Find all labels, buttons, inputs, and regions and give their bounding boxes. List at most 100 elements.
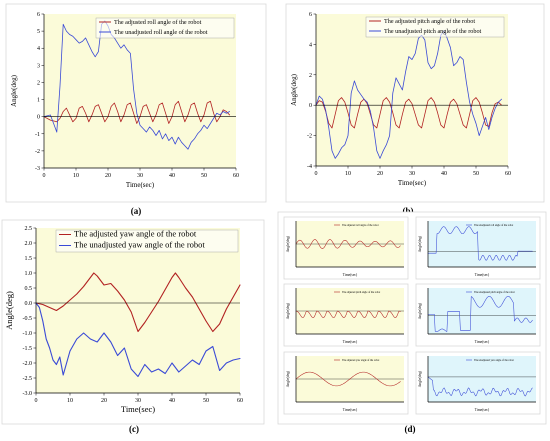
x-tick-label: 20 [105, 173, 111, 179]
y-tick-label: 1.0 [25, 271, 33, 277]
x-tick-label: 60 [233, 173, 239, 179]
y-tick-label: -2.0 [23, 361, 33, 367]
legend-box [55, 229, 239, 253]
x-axis-label: Time(sec) [121, 404, 155, 414]
legend-entry: The unadjusted yaw angle of the robot [74, 240, 205, 250]
y-tick-label: 1 [37, 98, 40, 104]
x-tick-label: 30 [137, 173, 143, 179]
chart-roll-angle: (a) 0 10 20 30 40 50 60 -3 -2 -1 0 1 2 3 4 5 6 Time(sec) A… [5, 3, 267, 216]
thumbnail-legend-entry: The adjusted pitch angle of the robot [342, 291, 380, 294]
legend-box [365, 16, 505, 38]
panel-label-b: (b) [403, 206, 414, 216]
y-axis-label: Angle(deg) [4, 291, 14, 330]
thumbnail-chart-d2: The unadjusted roll angle of the robot Ti… [415, 216, 541, 280]
thumbnail-y-axis-label: Angle(deg) [286, 370, 290, 387]
thumbnail-legend-entry: The adjusted roll angle of the robot [342, 224, 379, 227]
thumbnail-chart-d4: The unadjusted pitch angle of the robot T… [415, 283, 541, 347]
thumbnail-plot-area [428, 356, 536, 402]
thumbnail-series-line [295, 310, 401, 318]
thumbnail-legend-entry: The adjusted yaw angle of the robot [342, 359, 380, 362]
x-tick-label: 0 [43, 173, 46, 179]
x-tick-label: 60 [237, 398, 243, 404]
y-tick-label: 3 [37, 63, 40, 69]
legend-entry: The unadjusted roll angle of the robot [114, 29, 208, 36]
y-tick-label: 5 [37, 29, 40, 35]
thumbnail-x-axis-label: Time(sec) [475, 408, 490, 412]
thumbnail-plot-area [428, 221, 536, 267]
y-tick-label: 2 [309, 73, 312, 79]
thumbnail-series-line [427, 296, 533, 332]
series-line-adjusted [315, 97, 502, 129]
y-tick-label: -4 [307, 164, 312, 170]
y-tick-label: -3 [35, 166, 40, 172]
x-tick-label: 10 [73, 173, 79, 179]
panel-label-d: (d) [405, 424, 416, 434]
x-tick-label: 40 [441, 171, 447, 177]
thumbnail-y-axis-label: Angle(deg) [418, 302, 422, 319]
legend-entry: The adjusted yaw angle of the robot [74, 229, 197, 239]
x-tick-label: 50 [473, 171, 479, 177]
series-line-unadjusted [35, 302, 241, 378]
legend-entry: The adjusted roll angle of the robot [114, 19, 202, 26]
x-tick-label: 0 [35, 398, 38, 404]
chart-pitch-angle: (b) 0 10 20 30 40 50 60 -4 -2 0 2 4 6 Time(sec) Angle(… [285, 3, 545, 216]
legend: The adjusted roll angle of the robot The … [95, 17, 235, 39]
y-tick-label: -2 [35, 149, 40, 155]
x-tick-label: 50 [201, 173, 207, 179]
series-line-unadjusted [315, 30, 502, 159]
y-tick-label: 2 [37, 80, 40, 86]
x-tick-label: 40 [169, 173, 175, 179]
y-tick-label: 0.0 [25, 301, 33, 307]
x-axis-label: Time(sec) [398, 179, 427, 187]
y-tick-label: 2.5 [25, 226, 33, 232]
thumbnail-y-axis-label: Angle(deg) [418, 235, 422, 252]
thumbnail-legend-entry: The unadjusted yaw angle of the robot [474, 359, 514, 362]
thumbnail-chart-d3: The adjusted pitch angle of the robot Tim… [283, 283, 409, 347]
thumbnail-x-axis-label: Time(sec) [343, 340, 358, 344]
legend-entry: The adjusted pitch angle of the robot [384, 18, 475, 25]
y-tick-label: 0 [37, 115, 40, 121]
thumbnail-chart-d1: The adjusted roll angle of the robot Time… [283, 216, 409, 280]
y-tick-label: 0.5 [25, 286, 33, 292]
x-tick-label: 20 [377, 171, 383, 177]
y-tick-label: 6 [309, 12, 312, 18]
legend: The adjusted pitch angle of the robot The… [365, 16, 505, 38]
thumbnail-legend-entry: The unadjusted pitch angle of the robot [474, 291, 515, 294]
thumbnail-legend-entry: The unadjusted roll angle of the robot [474, 224, 513, 227]
thumbnail-x-axis-label: Time(sec) [475, 340, 490, 344]
plot-area [316, 14, 508, 166]
y-tick-label: -2 [307, 134, 312, 140]
y-tick-label: 6 [37, 12, 40, 18]
x-tick-label: 20 [101, 398, 107, 404]
thumbnail-y-axis-label: Angle(deg) [418, 370, 422, 387]
x-tick-label: 30 [135, 398, 141, 404]
x-tick-label: 10 [67, 398, 73, 404]
x-tick-label: 30 [409, 171, 415, 177]
y-tick-label: -2.5 [23, 376, 33, 382]
y-tick-label: 1.5 [25, 256, 33, 262]
y-tick-label: 2.0 [25, 241, 33, 247]
chart-yaw-angle: (c) 0 10 20 30 40 50 60 -3.0 -2.5 -2.0 -1.5 -1.0 -0.… [1, 219, 265, 434]
thumbnail-chart-d5: The adjusted yaw angle of the robot Time(… [283, 351, 409, 415]
x-axis-label: Time(sec) [126, 181, 155, 189]
panel-label-c: (c) [129, 424, 139, 434]
x-tick-label: 40 [169, 398, 175, 404]
x-tick-label: 10 [345, 171, 351, 177]
y-tick-label: -1.0 [23, 331, 33, 337]
legend-box [95, 17, 235, 39]
legend-entry: The unadjusted pitch angle of the robot [384, 28, 482, 35]
y-tick-label: 4 [309, 42, 312, 48]
thumbnail-x-axis-label: Time(sec) [475, 273, 490, 277]
x-tick-label: 50 [203, 398, 209, 404]
plot-area [36, 228, 240, 393]
y-tick-label: -1 [35, 132, 40, 138]
thumbnail-y-axis-label: Angle(deg) [286, 235, 290, 252]
thumbnail-series-line [427, 376, 533, 397]
series-line-unadjusted [43, 20, 230, 150]
y-tick-label: -0.5 [23, 316, 33, 322]
thumbnail-x-axis-label: Time(sec) [343, 273, 358, 277]
thumbnail-chart-d6: The unadjusted yaw angle of the robot Tim… [415, 351, 541, 415]
y-axis-label: Angle(deg) [290, 73, 298, 106]
